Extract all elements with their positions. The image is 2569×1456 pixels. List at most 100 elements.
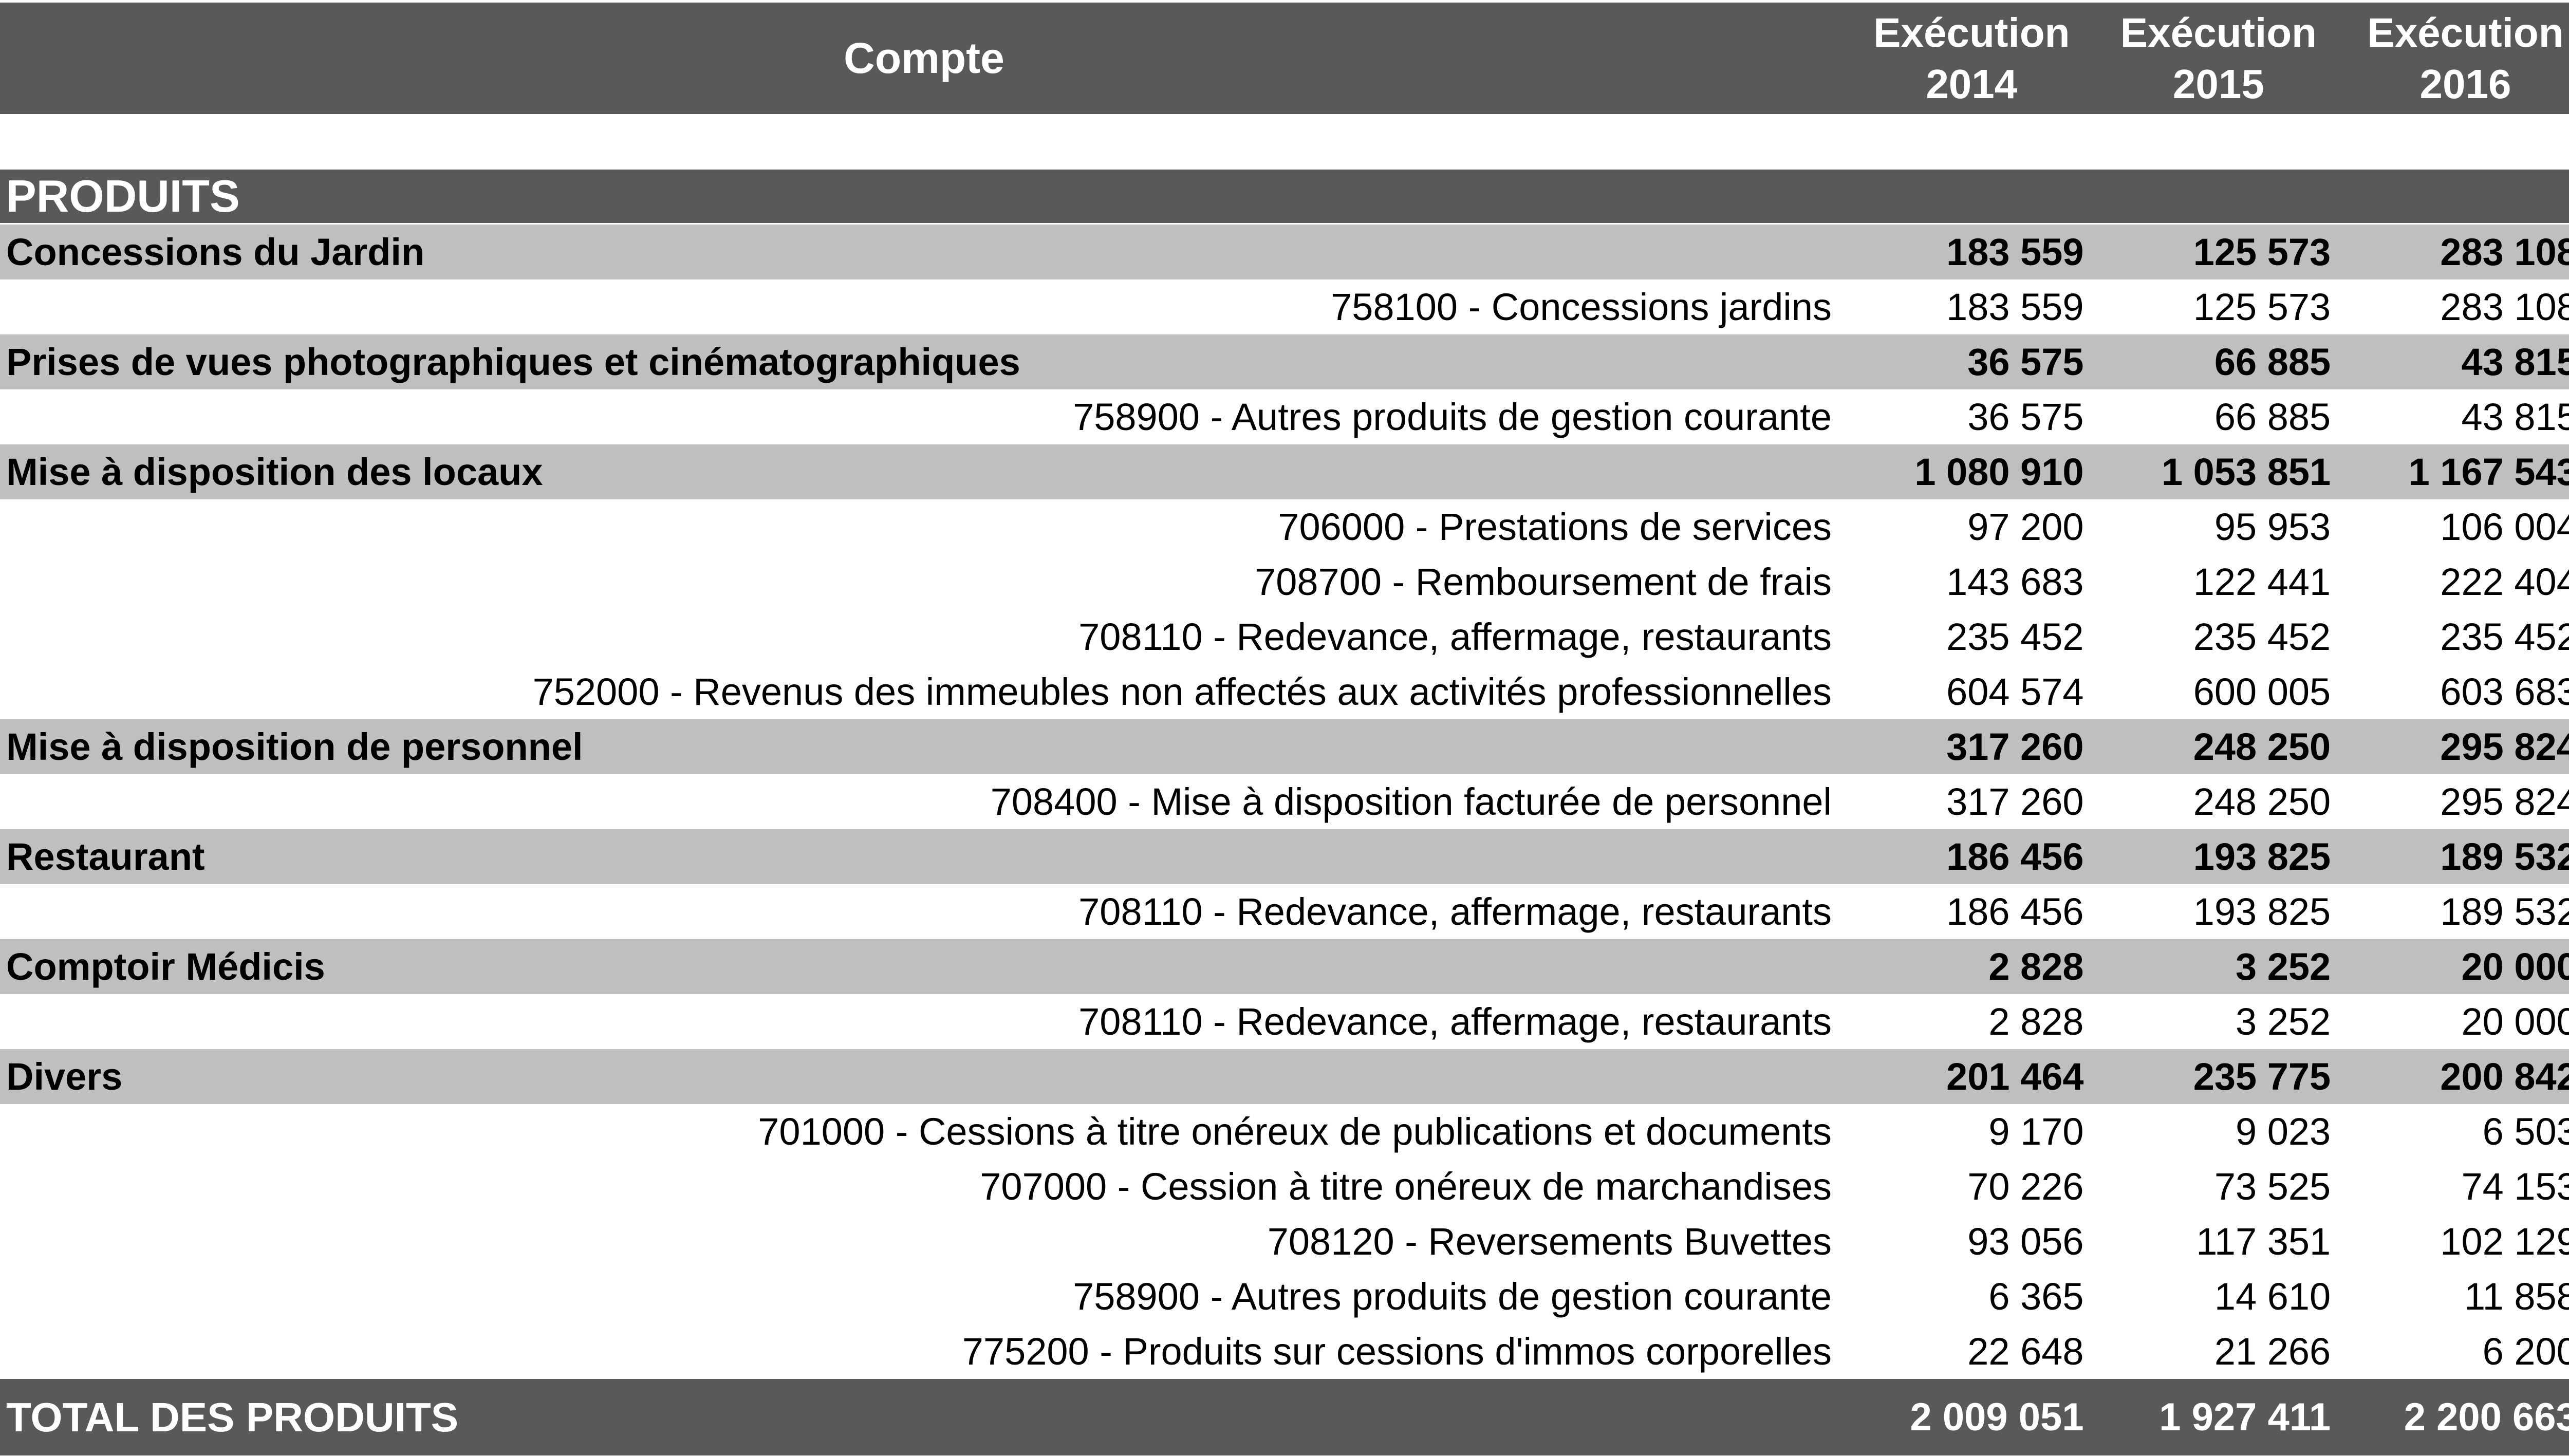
column-header-execution-2016[interactable]: Exécution 2016 <box>2342 3 2569 114</box>
account-label[interactable]: Restaurant <box>6 835 205 878</box>
value-2014[interactable]: 9 170 <box>1988 1110 2084 1153</box>
value-2015[interactable]: 66 885 <box>2214 396 2331 438</box>
value-2016[interactable]: 200 842 <box>2440 1055 2569 1098</box>
value-2015[interactable]: 1 053 851 <box>2161 451 2331 493</box>
value-2016[interactable]: 43 815 <box>2461 396 2569 438</box>
total-value-2015[interactable]: 1 927 411 <box>2159 1395 2331 1439</box>
category-row[interactable]: Mise à disposition de personnel 317 260 … <box>0 719 2569 774</box>
total-value-2016[interactable]: 2 200 663 <box>2404 1395 2569 1439</box>
value-2015[interactable]: 235 452 <box>2193 615 2331 658</box>
account-label[interactable]: 758100 - Concessions jardins <box>1331 286 1832 328</box>
value-2016[interactable]: 222 404 <box>2440 561 2569 603</box>
value-2014[interactable]: 22 648 <box>1967 1330 2084 1373</box>
value-2015[interactable]: 14 610 <box>2214 1275 2331 1318</box>
detail-row[interactable]: 708110 - Redevance, affermage, restauran… <box>0 994 2569 1049</box>
value-2014[interactable]: 186 456 <box>1946 835 2084 878</box>
value-2015[interactable]: 122 441 <box>2193 561 2331 603</box>
detail-row[interactable]: 708120 - Reversements Buvettes 93 056 11… <box>0 1214 2569 1269</box>
value-2016[interactable]: 189 532 <box>2440 835 2569 878</box>
account-label[interactable]: 707000 - Cession à titre onéreux de marc… <box>980 1165 1832 1208</box>
value-2015[interactable]: 9 023 <box>2236 1110 2331 1153</box>
category-row[interactable]: Mise à disposition des locaux 1 080 910 … <box>0 444 2569 499</box>
value-2015[interactable]: 193 825 <box>2193 835 2331 878</box>
value-2014[interactable]: 183 559 <box>1946 231 2084 273</box>
account-label[interactable]: 758900 - Autres produits de gestion cour… <box>1073 1275 1832 1318</box>
section-row-produits[interactable]: PRODUITS <box>0 170 2569 225</box>
account-label[interactable]: 752000 - Revenus des immeubles non affec… <box>532 670 1832 713</box>
value-2016[interactable]: 603 683 <box>2440 670 2569 713</box>
value-2014[interactable]: 317 260 <box>1946 725 2084 768</box>
account-label[interactable]: Divers <box>6 1055 123 1098</box>
column-header-execution-2014[interactable]: Exécution 2014 <box>1848 3 2095 114</box>
value-2014[interactable]: 6 365 <box>1988 1275 2084 1318</box>
account-label[interactable]: Mise à disposition de personnel <box>6 725 583 768</box>
value-2015[interactable]: 600 005 <box>2193 670 2331 713</box>
account-label[interactable]: Prises de vues photographiques et cinéma… <box>6 341 1020 383</box>
value-2016[interactable]: 102 129 <box>2440 1220 2569 1263</box>
detail-row[interactable]: 708400 - Mise à disposition facturée de … <box>0 774 2569 829</box>
category-row[interactable]: Restaurant 186 456 193 825 189 532 162 7… <box>0 829 2569 884</box>
value-2015[interactable]: 73 525 <box>2214 1165 2331 1208</box>
value-2014[interactable]: 186 456 <box>1946 890 2084 933</box>
account-label[interactable]: 708400 - Mise à disposition facturée de … <box>990 780 1832 823</box>
account-label[interactable]: Comptoir Médicis <box>6 945 325 988</box>
value-2014[interactable]: 604 574 <box>1946 670 2084 713</box>
value-2015[interactable]: 3 252 <box>2236 1000 2331 1043</box>
value-2016[interactable]: 20 000 <box>2461 1000 2569 1043</box>
value-2015[interactable]: 95 953 <box>2214 506 2331 548</box>
total-row[interactable]: TOTAL DES PRODUITS 2 009 051 1 927 411 2… <box>0 1379 2569 1455</box>
value-2015[interactable]: 117 351 <box>2196 1220 2331 1263</box>
account-label[interactable]: 708700 - Remboursement de frais <box>1255 561 1832 603</box>
value-2016[interactable]: 1 167 543 <box>2408 451 2569 493</box>
value-2014[interactable]: 1 080 910 <box>1914 451 2084 493</box>
value-2016[interactable]: 74 153 <box>2461 1165 2569 1208</box>
account-label[interactable]: 706000 - Prestations de services <box>1278 506 1832 548</box>
value-2014[interactable]: 201 464 <box>1946 1055 2084 1098</box>
value-2014[interactable]: 235 452 <box>1946 615 2084 658</box>
account-label[interactable]: 701000 - Cessions à titre onéreux de pub… <box>758 1110 1832 1153</box>
value-2016[interactable]: 20 000 <box>2461 945 2569 988</box>
detail-row[interactable]: 758900 - Autres produits de gestion cour… <box>0 1269 2569 1324</box>
value-2016[interactable]: 189 532 <box>2440 890 2569 933</box>
value-2016[interactable]: 235 452 <box>2440 615 2569 658</box>
account-label[interactable]: 758900 - Autres produits de gestion cour… <box>1073 396 1832 438</box>
account-label[interactable]: 708110 - Redevance, affermage, restauran… <box>1078 890 1832 933</box>
value-2016[interactable]: 295 824 <box>2440 725 2569 768</box>
value-2014[interactable]: 183 559 <box>1946 286 2084 328</box>
value-2016[interactable]: 295 824 <box>2440 780 2569 823</box>
account-label[interactable]: 708120 - Reversements Buvettes <box>1267 1220 1832 1263</box>
detail-row[interactable]: 708700 - Remboursement de frais 143 683 … <box>0 554 2569 609</box>
detail-row[interactable]: 707000 - Cession à titre onéreux de marc… <box>0 1159 2569 1214</box>
value-2014[interactable]: 317 260 <box>1946 780 2084 823</box>
value-2016[interactable]: 283 108 <box>2440 231 2569 273</box>
value-2016[interactable]: 106 004 <box>2440 506 2569 548</box>
value-2015[interactable]: 125 573 <box>2193 231 2331 273</box>
value-2015[interactable]: 21 266 <box>2214 1330 2331 1373</box>
detail-row[interactable]: 708110 - Redevance, affermage, restauran… <box>0 609 2569 664</box>
value-2016[interactable]: 43 815 <box>2461 341 2569 383</box>
value-2016[interactable]: 6 503 <box>2482 1110 2569 1153</box>
detail-row[interactable]: 775200 - Produits sur cessions d'immos c… <box>0 1324 2569 1379</box>
value-2016[interactable]: 6 200 <box>2482 1330 2569 1373</box>
detail-row[interactable]: 758100 - Concessions jardins 183 559 125… <box>0 279 2569 334</box>
value-2014[interactable]: 2 828 <box>1988 1000 2084 1043</box>
value-2015[interactable]: 248 250 <box>2193 725 2331 768</box>
total-value-2014[interactable]: 2 009 051 <box>1910 1395 2084 1439</box>
value-2015[interactable]: 66 885 <box>2214 341 2331 383</box>
value-2014[interactable]: 93 056 <box>1967 1220 2084 1263</box>
account-label[interactable]: 775200 - Produits sur cessions d'immos c… <box>962 1330 1832 1373</box>
value-2014[interactable]: 36 575 <box>1967 396 2084 438</box>
detail-row[interactable]: 758900 - Autres produits de gestion cour… <box>0 389 2569 444</box>
value-2014[interactable]: 36 575 <box>1967 341 2084 383</box>
value-2014[interactable]: 2 828 <box>1988 945 2084 988</box>
account-label[interactable]: 708110 - Redevance, affermage, restauran… <box>1078 1000 1832 1043</box>
detail-row[interactable]: 752000 - Revenus des immeubles non affec… <box>0 664 2569 719</box>
value-2014[interactable]: 143 683 <box>1946 561 2084 603</box>
detail-row[interactable]: 706000 - Prestations de services 97 200 … <box>0 499 2569 554</box>
column-header-execution-2015[interactable]: Exécution 2015 <box>2095 3 2342 114</box>
account-label[interactable]: Mise à disposition des locaux <box>6 451 543 493</box>
value-2014[interactable]: 70 226 <box>1967 1165 2084 1208</box>
value-2015[interactable]: 235 775 <box>2193 1055 2331 1098</box>
column-header-compte[interactable]: Compte <box>844 34 1004 82</box>
detail-row[interactable]: 701000 - Cessions à titre onéreux de pub… <box>0 1104 2569 1159</box>
